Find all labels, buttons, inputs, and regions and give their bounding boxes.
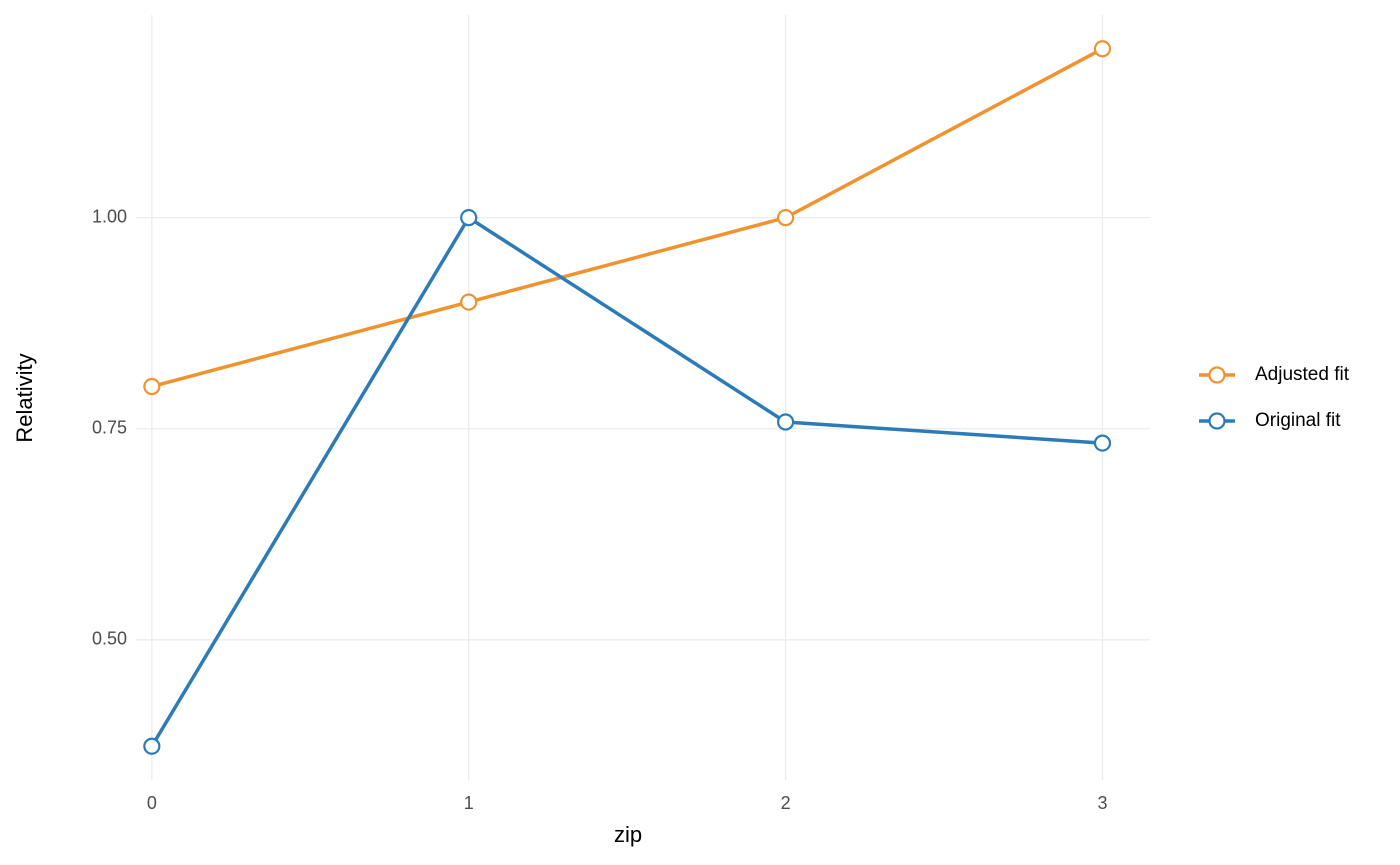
y-tick-label: 0.75	[92, 417, 127, 437]
x-tick-label: 0	[147, 793, 157, 813]
legend-key-point	[1208, 366, 1226, 384]
x-axis-title: zip	[614, 822, 642, 847]
y-tick-label: 1.00	[92, 206, 127, 226]
data-point	[143, 737, 161, 755]
data-point	[1093, 434, 1112, 452]
data-point	[460, 293, 478, 311]
y-axis-title: Relativity	[12, 353, 37, 442]
legend-key-point	[1208, 412, 1226, 430]
legend-label: Adjusted fit	[1255, 364, 1350, 385]
data-point	[460, 209, 478, 227]
data-point	[1093, 40, 1112, 58]
x-tick-label: 3	[1097, 793, 1107, 813]
x-tick-label: 1	[464, 793, 474, 813]
data-point	[143, 377, 161, 396]
y-tick-label: 0.50	[92, 629, 127, 649]
series-line	[151, 47, 1104, 389]
data-point	[776, 413, 795, 431]
data-point	[776, 209, 795, 227]
series-line	[150, 215, 1103, 748]
legend-label: Original fit	[1255, 410, 1341, 431]
x-tick-label: 2	[781, 793, 791, 813]
